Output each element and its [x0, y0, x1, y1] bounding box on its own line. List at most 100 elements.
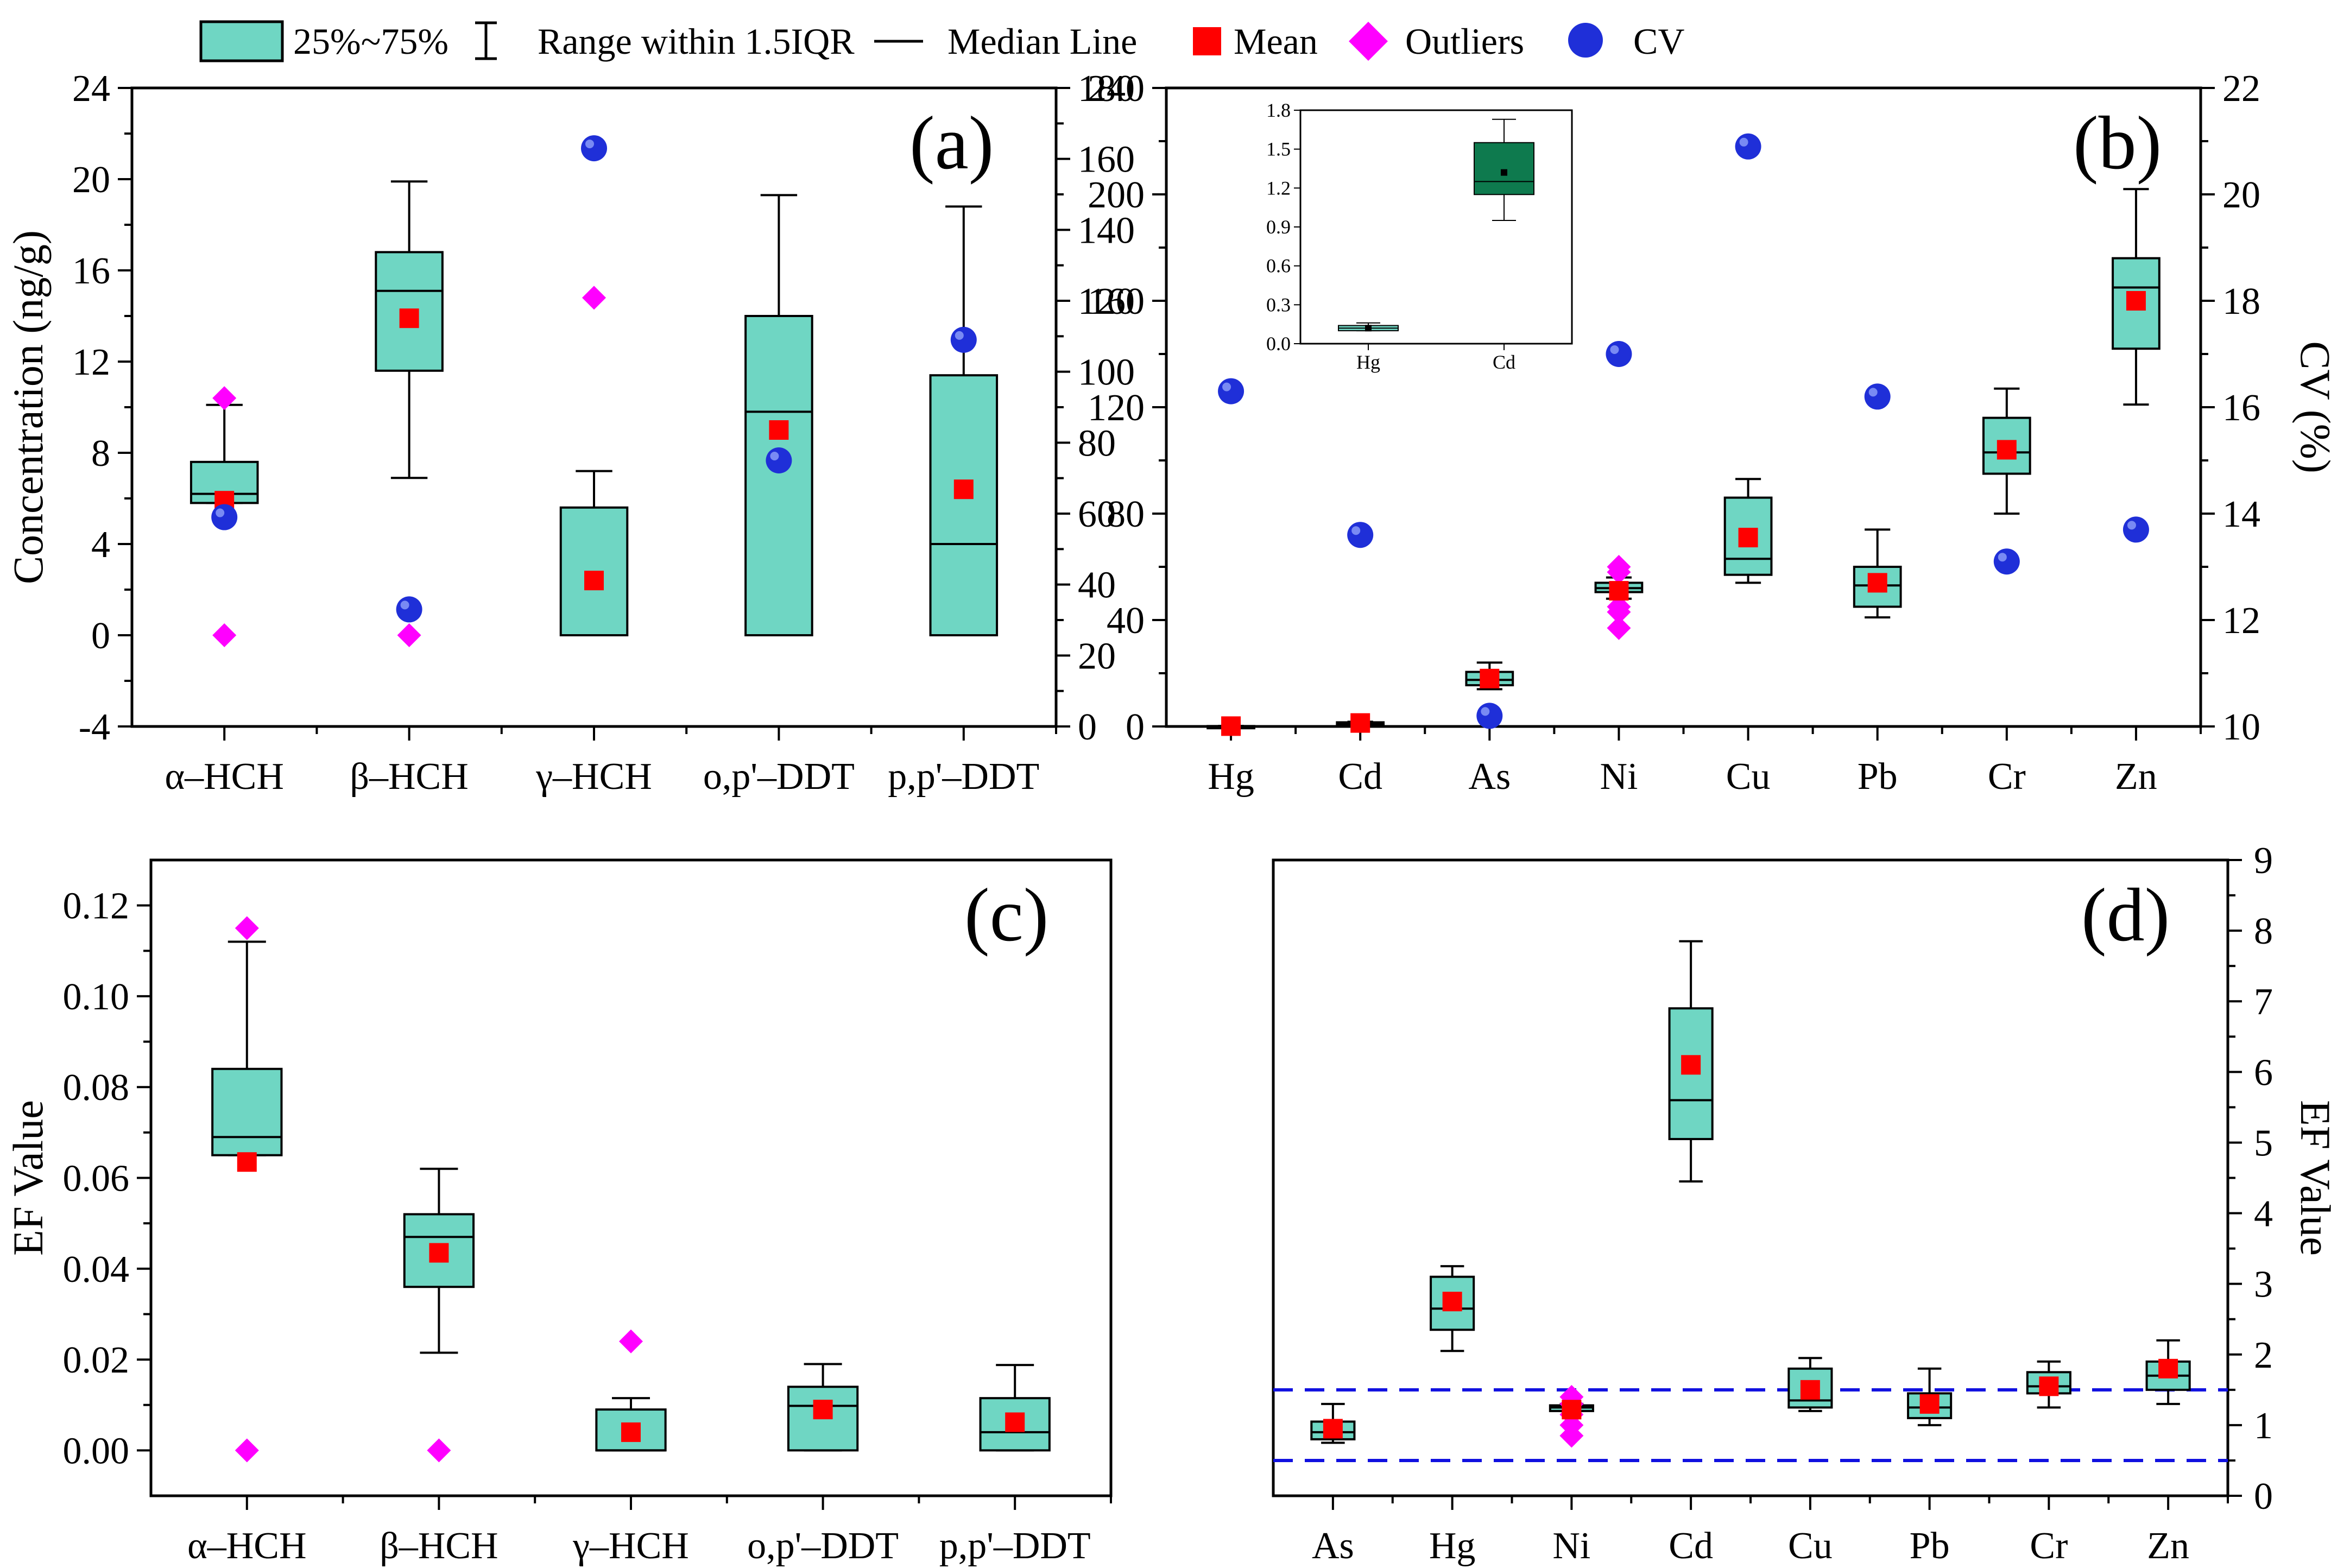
x-tick-label: Pb [1858, 756, 1898, 798]
x-tick-label: p,p'–DDT [939, 1525, 1091, 1567]
y2-tick-label: 14 [2222, 494, 2260, 535]
y-tick-label: 40 [1107, 600, 1145, 642]
cv-point-highlight [1481, 707, 1490, 716]
cv-point-highlight [1998, 553, 2007, 562]
outlier-point [427, 1438, 451, 1463]
y-tick-label: 8 [91, 433, 110, 475]
box-p,p'–DDT: p,p'–DDT [939, 1364, 1112, 1567]
iqr-box [211, 1067, 283, 1156]
cv-point-highlight [585, 140, 594, 149]
x-tick-label: o,p'–DDT [703, 756, 855, 798]
legend-cv-label: CV [1633, 21, 1684, 62]
legend-box-label: 25%~75% [293, 21, 448, 62]
x-tick-label: γ–HCH [572, 1525, 689, 1567]
x-tick-label: As [1312, 1525, 1354, 1567]
x-tick-label: Hg [1208, 756, 1254, 798]
legend-mean-label: Mean [1234, 21, 1318, 62]
x-tick-label: Zn [2147, 1525, 2189, 1567]
mean-marker [769, 420, 789, 440]
mean-marker [2039, 1376, 2059, 1396]
inset-y-tick-label: 0.3 [1266, 294, 1291, 315]
y-tick-label: 0.12 [63, 886, 130, 927]
cv-point [211, 504, 238, 530]
y-tick-label: 120 [1088, 387, 1145, 429]
outlier-point [235, 916, 259, 940]
y2-tick-label: 160 [1078, 139, 1135, 181]
cv-point [1476, 703, 1503, 729]
x-tick-label: Cr [1988, 756, 2026, 798]
x-tick-label: Cd [1669, 1525, 1713, 1567]
y-axis-title: Concentration (ng/g) [4, 230, 52, 584]
legend-median-label: Median Line [947, 21, 1137, 62]
mean-marker [1480, 668, 1500, 688]
box-α–HCH: α–HCH [165, 386, 318, 798]
mean-marker [1442, 1292, 1462, 1312]
box-p,p'–DDT: p,p'–DDT [888, 205, 1057, 798]
x-tick-label: Ni [1552, 1525, 1590, 1567]
cv-point [766, 447, 792, 473]
mean-marker [2158, 1358, 2178, 1379]
box-Pb: Pb [1907, 1367, 1991, 1567]
legend-range-label: Range within 1.5IQR [538, 21, 855, 62]
cv-point [1218, 378, 1245, 404]
legend-outliers-label: Outliers [1405, 21, 1524, 62]
box-o,p'–DDT: o,p'–DDT [747, 1363, 920, 1567]
y-tick-label: 0.00 [63, 1430, 130, 1472]
cv-point-highlight [1739, 137, 1748, 147]
cv-point-highlight [1868, 388, 1878, 397]
inset-box-Hg: Hg [1338, 322, 1399, 373]
x-tick-label: Cr [2030, 1525, 2068, 1567]
cv-point [396, 596, 422, 623]
outlier-point [397, 623, 421, 647]
y-tick-label: 200 [1088, 174, 1145, 216]
x-tick-label: Hg [1429, 1525, 1476, 1567]
inset-x-tick-label: Cd [1493, 351, 1515, 373]
mean-marker [1350, 713, 1370, 733]
cv-point-highlight [955, 331, 964, 340]
box-As: As [1310, 1402, 1394, 1567]
legend-cv-icon [1568, 23, 1603, 58]
box-α–HCH: α–HCH [187, 916, 344, 1567]
y2-axis-title: CV (%) [2292, 341, 2331, 473]
y-tick-label: 4 [2254, 1193, 2273, 1235]
y2-tick-label: 20 [1078, 635, 1116, 677]
mean-marker [584, 571, 604, 591]
y-tick-label: 0.04 [63, 1249, 130, 1291]
y-tick-label: -4 [79, 706, 110, 748]
box-Cr: Cr [1982, 387, 2073, 798]
y-tick-label: 0.02 [63, 1339, 130, 1381]
cv-point [1993, 548, 2020, 575]
iqr-box [979, 1397, 1051, 1452]
iqr-box [595, 1408, 667, 1452]
box-Hg: Hg [1206, 378, 1297, 798]
mean-marker [1997, 440, 2017, 460]
y2-axis-title: EF Value [2292, 1100, 2331, 1256]
inset-y-tick-label: 0.6 [1266, 255, 1291, 277]
y2-tick-label: 12 [2222, 600, 2260, 642]
cv-point [2122, 516, 2149, 543]
outlier-point [235, 1438, 259, 1463]
cv-point-highlight [1351, 526, 1361, 535]
y-tick-label: 0.08 [63, 1067, 130, 1109]
box-Hg: Hg [1429, 1265, 1513, 1567]
y2-tick-label: 0 [1078, 706, 1097, 748]
mean-marker [237, 1152, 257, 1172]
x-tick-label: β–HCH [380, 1525, 498, 1567]
mean-marker [953, 479, 974, 500]
panel-label: (a) [909, 101, 994, 185]
mean-marker [1609, 581, 1629, 601]
y-tick-label: 0 [91, 615, 110, 657]
x-tick-label: Zn [2115, 756, 2157, 798]
y-tick-label: 0 [1126, 706, 1145, 748]
inset-box-Cd: Cd [1474, 118, 1534, 373]
y2-tick-label: 22 [2222, 68, 2260, 110]
box-Cu: Cu [1787, 1357, 1871, 1567]
mean-marker [1919, 1394, 1940, 1414]
cv-point-highlight [1610, 345, 1619, 354]
outlier-point [582, 286, 606, 310]
cv-point-highlight [400, 600, 409, 610]
outlier-point [1607, 600, 1631, 624]
y2-tick-label: 60 [1078, 494, 1116, 535]
mean-marker [1800, 1380, 1820, 1400]
